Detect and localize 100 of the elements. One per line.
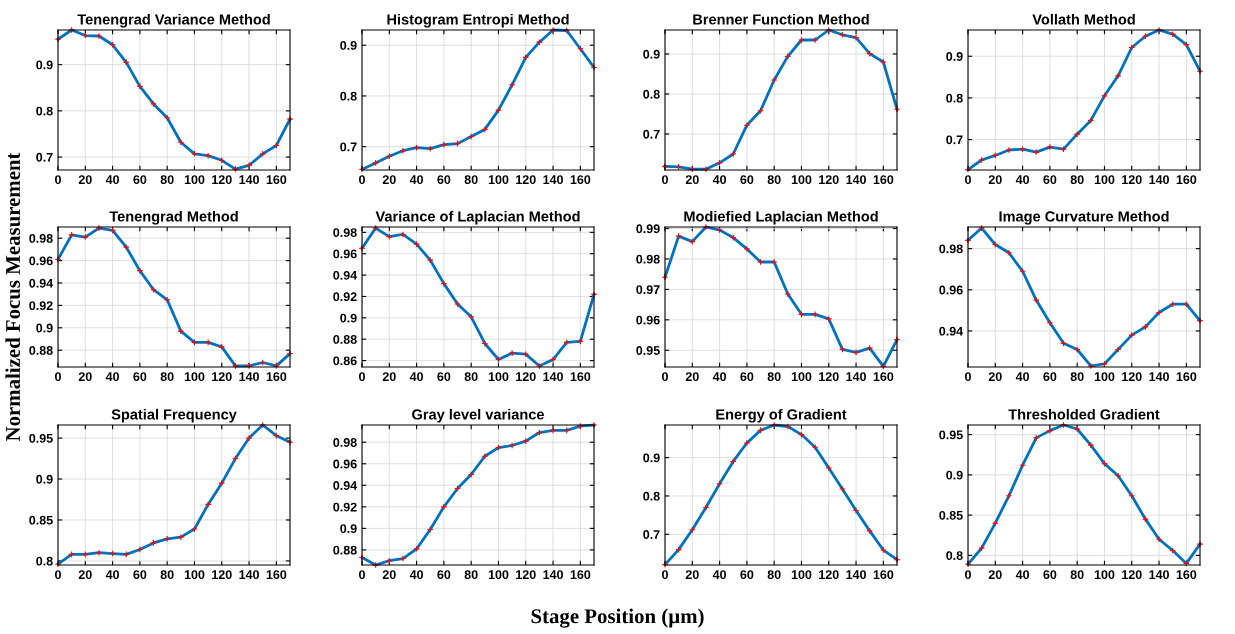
y-tick-label: 0.9: [340, 313, 357, 323]
y-tick-label: 0.9: [36, 474, 53, 484]
x-tick-label: 140: [543, 175, 563, 185]
x-tick-label: 60: [133, 372, 147, 382]
y-tick-label: 0.9: [340, 41, 357, 50]
x-tick-label: 40: [712, 372, 727, 382]
x-tick-label: 100: [184, 570, 205, 580]
y-tick-label: 0.7: [36, 152, 53, 162]
y-tick-label: 0.94: [333, 481, 358, 490]
y-tick-label: 0.86: [333, 356, 357, 366]
x-tick-label: 160: [873, 175, 894, 185]
x-tick-label: 20: [382, 570, 396, 580]
x-tick-label: 60: [740, 372, 754, 382]
y-tick-label: 0.94: [939, 326, 964, 336]
x-tick-label: 20: [382, 175, 396, 185]
x-tick-label: 100: [184, 372, 205, 382]
x-tick-label: 100: [488, 175, 509, 185]
y-tick-label: 0.88: [333, 545, 357, 555]
y-tick-label: 0.92: [333, 502, 357, 512]
x-tick-label: 120: [1122, 570, 1142, 580]
x-tick-label: 80: [464, 175, 478, 185]
x-tick-label: 160: [266, 175, 287, 185]
x-tick-label: 20: [988, 570, 1002, 580]
y-tick-label: 0.9: [36, 323, 53, 333]
y-tick-label: 0.98: [29, 234, 53, 243]
y-tick-label: 0.98: [636, 254, 660, 264]
x-tick-label: 140: [1149, 570, 1169, 580]
x-tick-label: 160: [266, 570, 287, 580]
y-tick-label: 0.88: [333, 335, 357, 344]
x-tick-label: 0: [965, 372, 971, 382]
chart-title: Image Curvature Method: [999, 210, 1169, 225]
x-tick-label: 40: [409, 372, 424, 382]
x-tick-label: 140: [239, 175, 259, 185]
x-tick-label: 40: [409, 570, 424, 580]
x-tick-label: 40: [712, 570, 727, 580]
chart-title: Vollath Method: [1032, 13, 1135, 25]
y-tick-label: 0.92: [333, 292, 357, 302]
x-tick-label: 120: [1122, 175, 1142, 185]
x-tick-label: 140: [239, 372, 259, 382]
y-tick-label: 0.96: [636, 315, 660, 325]
y-tick-label: 0.94: [29, 278, 54, 288]
x-tick-label: 40: [712, 175, 727, 185]
x-tick-label: 100: [184, 175, 205, 185]
x-tick-label: 140: [1149, 372, 1169, 382]
x-tick-label: 120: [212, 372, 232, 382]
x-tick-label: 160: [873, 570, 894, 580]
x-tick-label: 120: [819, 175, 839, 185]
y-tick-label: 0.96: [29, 256, 53, 266]
y-tick-label: 0.9: [643, 49, 660, 59]
x-tick-label: 80: [767, 372, 781, 382]
x-tick-label: 160: [1176, 175, 1197, 185]
y-tick-label: 0.7: [643, 129, 660, 139]
y-tick-label: 0.98: [939, 244, 963, 254]
x-tick-label: 40: [1015, 175, 1030, 185]
x-tick-label: 160: [570, 175, 591, 185]
y-tick-label: 0.96: [939, 285, 963, 295]
x-tick-label: 0: [55, 570, 61, 580]
x-tick-label: 100: [1094, 175, 1115, 185]
x-tick-label: 20: [382, 372, 396, 382]
x-tick-label: 160: [1176, 570, 1197, 580]
x-tick-label: 60: [437, 372, 451, 382]
y-tick-label: 0.96: [333, 459, 357, 469]
x-tick-label: 40: [105, 570, 120, 580]
x-tick-label: 60: [740, 570, 754, 580]
x-tick-label: 80: [160, 175, 174, 185]
x-tick-label: 80: [1070, 372, 1084, 382]
y-tick-label: 0.9: [36, 60, 53, 70]
x-tick-label: 60: [133, 175, 147, 185]
x-tick-label: 120: [819, 570, 839, 580]
x-tick-label: 140: [543, 372, 563, 382]
y-tick-label: 0.98: [333, 228, 357, 237]
y-tick-label: 0.8: [946, 551, 963, 560]
y-tick-label: 0.7: [643, 530, 660, 539]
chart-title: Modiefied Laplacian Method: [684, 210, 878, 225]
x-tick-label: 160: [1176, 372, 1197, 382]
y-axis-title: Normalized Focus Measurement: [5, 152, 21, 442]
y-tick-label: 0.98: [333, 438, 357, 447]
x-tick-label: 60: [133, 570, 147, 580]
chart-title: Brenner Function Method: [693, 13, 869, 25]
x-tick-label: 140: [846, 175, 866, 185]
x-tick-label: 100: [791, 175, 812, 185]
y-tick-label: 0.8: [643, 491, 660, 501]
x-tick-label: 120: [516, 175, 536, 185]
x-tick-label: 160: [570, 570, 591, 580]
x-tick-label: 120: [516, 570, 536, 580]
y-tick-label: 0.9: [946, 470, 963, 480]
x-tick-label: 0: [55, 175, 61, 185]
x-tick-label: 100: [791, 570, 812, 580]
x-tick-label: 60: [1043, 175, 1057, 185]
chart-title: Gray level variance: [412, 408, 544, 423]
x-tick-label: 60: [1043, 570, 1057, 580]
x-tick-label: 20: [685, 372, 699, 382]
y-tick-label: 0.8: [36, 556, 53, 566]
x-tick-label: 80: [1070, 175, 1084, 185]
y-tick-label: 0.97: [636, 285, 660, 295]
chart-title: Tenengrad Variance Method: [77, 13, 270, 28]
x-tick-label: 0: [662, 372, 668, 382]
x-tick-label: 140: [543, 570, 563, 580]
x-tick-label: 0: [359, 175, 365, 185]
x-tick-label: 40: [1015, 372, 1030, 382]
